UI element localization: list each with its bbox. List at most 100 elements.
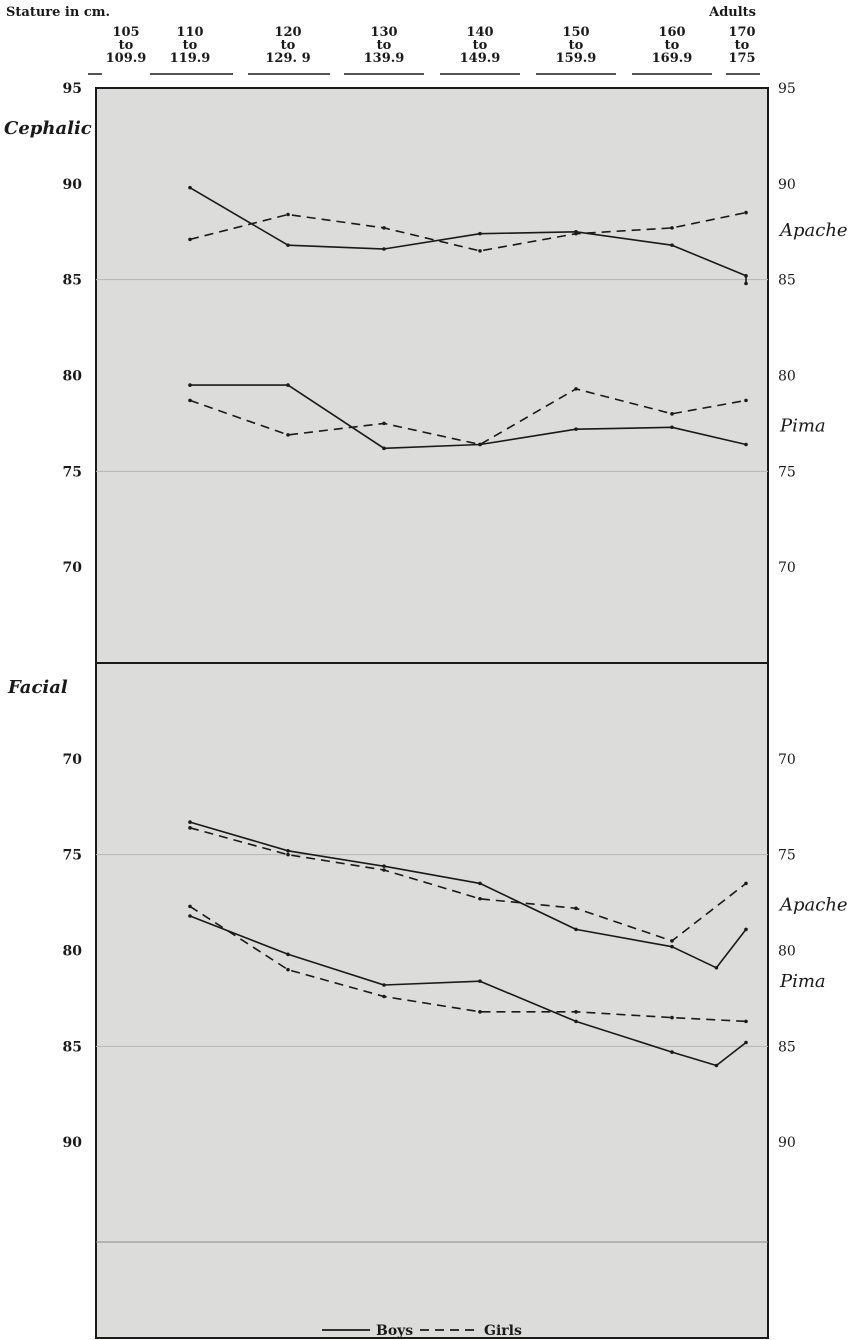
facial-pima-boys-point-5 (670, 1050, 674, 1054)
stature-tick-2-line-2: 129. 9 (265, 51, 310, 66)
stature-tick-1-line-1: to (183, 38, 198, 53)
cephalic-ytick-right-85: 85 (778, 273, 796, 289)
facial-ytick-left-85: 85 (63, 1039, 82, 1055)
facial-apache-boys-point-2 (382, 864, 386, 868)
cephalic-apache-boys-point-7 (744, 281, 748, 286)
legend: Boys Girls (322, 1323, 522, 1339)
stature-tick-6-line-1: to (665, 38, 680, 53)
stature-tick-6-line-2: 169.9 (652, 51, 693, 66)
facial-apache-girls-point-5 (670, 939, 674, 943)
facial-ytick-left-70: 70 (63, 752, 83, 768)
cephalic-apache-boys-point-1 (286, 243, 290, 247)
cephalic-group-label-pima: Pima (779, 415, 826, 436)
cephalic-ytick-left-95: 95 (63, 81, 82, 97)
stature-tick-6-line-0: 160 (658, 25, 685, 40)
stature-tick-4-line-2: 149.9 (460, 51, 501, 66)
cephalic-pima-girls-point-4 (574, 387, 578, 391)
cephalic-ytick-left-90: 90 (63, 177, 83, 193)
facial-group-label-apache: Apache (778, 895, 848, 916)
cephalic-ytick-left-80: 80 (63, 369, 83, 385)
stature-tick-0-line-2: 109.9 (106, 51, 147, 66)
stature-tick-7-line-0: 170 (728, 25, 755, 40)
cephalic-pima-boys-point-2 (382, 446, 386, 451)
facial-apache-boys-point-4 (574, 927, 578, 932)
cephalic-pima-girls-point-2 (382, 421, 386, 426)
facial-apache-boys-point-6 (714, 965, 719, 970)
cephalic-group-label-apache: Apache (778, 220, 848, 241)
facial-pima-boys-point-0 (188, 914, 192, 918)
facial-apache-boys-point-3 (478, 881, 482, 886)
facial-apache-girls-point-0 (188, 826, 192, 830)
stature-tick-4-line-0: 140 (466, 25, 493, 40)
facial-group-label-pima: Pima (779, 971, 826, 992)
stature-tick-5-line-0: 150 (562, 25, 589, 40)
cephalic-ytick-right-95: 95 (778, 81, 796, 97)
cephalic-apache-girls-point-5 (670, 226, 674, 230)
cephalic-pima-boys-point-4 (574, 427, 578, 431)
cephalic-apache-boys-point-5 (670, 243, 674, 247)
cephalic-apache-girls-point-3 (478, 249, 482, 253)
cephalic-apache-boys-point-6 (744, 274, 748, 278)
legend-boys-label: Boys (376, 1323, 413, 1339)
cephalic-ytick-left-75: 75 (63, 464, 82, 480)
cephalic-pima-girls-point-1 (286, 433, 290, 437)
cephalic-apache-boys-point-0 (188, 185, 192, 190)
cephalic-apache-girls-point-2 (382, 226, 386, 230)
facial-apache-girls-point-2 (382, 868, 386, 872)
cephalic-section-label: Cephalic (4, 118, 92, 139)
cephalic-apache-girls-point-0 (188, 237, 192, 242)
facial-pima-girls-point-6 (744, 1019, 748, 1024)
cephalic-apache-boys-point-2 (382, 247, 386, 251)
cephalic-pima-girls-point-5 (670, 412, 674, 416)
facial-ytick-left-75: 75 (63, 848, 82, 864)
header-left-label: Stature in cm. (6, 5, 110, 20)
facial-apache-boys-point-0 (188, 820, 192, 824)
cephalic-panel: Cephalic 70 70 75 75 80 80 85 85 90 90 95 95 Apache Pi… (4, 81, 848, 576)
facial-pima-boys-line (189, 915, 747, 1067)
facial-pima-girls-point-5 (670, 1015, 674, 1020)
facial-apache-boys-point-5 (670, 944, 674, 949)
stature-tick-7-line-2: 175 (728, 51, 755, 66)
cephalic-ytick-left-85: 85 (63, 273, 82, 289)
cephalic-pima-boys-point-1 (286, 383, 290, 387)
facial-apache-boys-point-7 (744, 927, 748, 932)
facial-pima-boys-point-2 (382, 983, 386, 987)
facial-apache-girls-point-3 (478, 896, 482, 901)
stature-tick-5-line-2: 159.9 (556, 51, 597, 66)
stature-tick-3-line-1: to (377, 38, 392, 53)
stature-tick-5-line-1: to (569, 38, 584, 53)
facial-ytick-left-80: 80 (63, 944, 83, 960)
facial-pima-girls-point-2 (382, 994, 386, 999)
facial-ytick-right-85: 85 (778, 1039, 796, 1055)
cephalic-apache-boys-line (189, 187, 747, 284)
cephalic-ytick-right-80: 80 (778, 369, 796, 385)
facial-apache-girls-point-1 (286, 852, 290, 857)
facial-apache-boys-line (189, 821, 747, 969)
cephalic-ytick-right-90: 90 (778, 177, 796, 193)
facial-ytick-right-80: 80 (778, 944, 796, 960)
cephalic-apache-boys-point-3 (478, 231, 482, 236)
plot-area (95, 87, 769, 1339)
facial-pima-boys-point-7 (744, 1040, 748, 1045)
header-right-label: Adults (708, 5, 756, 20)
stature-tick-1-line-2: 119.9 (170, 51, 211, 66)
legend-girls-label: Girls (484, 1323, 522, 1339)
facial-pima-boys-point-1 (286, 952, 290, 957)
facial-apache-boys-point-1 (286, 849, 290, 853)
facial-pima-girls-point-1 (286, 967, 290, 972)
cephalic-apache-girls-point-1 (286, 212, 290, 217)
facial-ytick-right-70: 70 (778, 752, 796, 768)
stature-tick-3-line-0: 130 (370, 25, 397, 40)
stature-tick-4-line-1: to (473, 38, 488, 53)
facial-pima-girls-point-4 (574, 1010, 578, 1014)
cephalic-ytick-right-70: 70 (778, 560, 796, 576)
cephalic-apache-girls-point-4 (574, 231, 578, 236)
stature-tick-0-line-0: 105 (112, 25, 139, 40)
facial-pima-girls-point-3 (478, 1010, 482, 1014)
facial-ytick-right-90: 90 (778, 1135, 796, 1151)
facial-pima-boys-point-3 (478, 979, 482, 983)
cephalic-pima-boys-point-6 (744, 442, 748, 447)
cephalic-pima-girls-point-6 (744, 398, 748, 403)
facial-ytick-right-75: 75 (778, 848, 796, 864)
stature-tick-7-line-1: to (735, 38, 750, 53)
